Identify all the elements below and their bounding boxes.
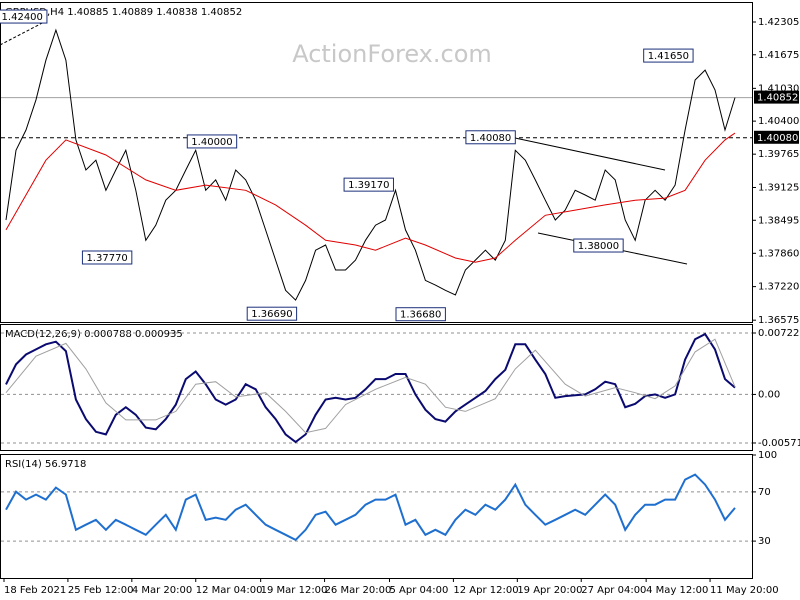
x-tick-label: 18 Feb 2021 bbox=[4, 585, 66, 596]
x-tick-label: 11 May 20:00 bbox=[710, 585, 779, 596]
series-line bbox=[5, 338, 736, 434]
price-label: 1.38000 bbox=[578, 241, 619, 252]
price-label-box bbox=[395, 307, 446, 322]
price-label: 1.36680 bbox=[400, 310, 441, 321]
y-tick-label: 1.40400 bbox=[758, 116, 799, 127]
price-label-box bbox=[643, 48, 694, 63]
x-tick-label: 12 Mar 04:00 bbox=[196, 585, 263, 596]
pane-frame bbox=[0, 324, 753, 451]
price-label-box bbox=[0, 9, 48, 24]
price-label: 1.39170 bbox=[348, 180, 389, 191]
y-tick-label: 100 bbox=[758, 450, 777, 461]
y-tick-label: 1.41675 bbox=[758, 50, 799, 61]
watermark: ActionForex.com bbox=[292, 40, 492, 68]
price-label-box bbox=[573, 238, 624, 253]
level-tag-box bbox=[754, 130, 799, 144]
y-tick-label: 1.37860 bbox=[758, 248, 799, 259]
x-tick-label: 19 Apr 20:00 bbox=[517, 585, 582, 596]
x-tick-label: 26 Mar 20:00 bbox=[325, 585, 392, 596]
y-tick-label: 1.39125 bbox=[758, 182, 799, 193]
y-tick-label: 0.007227 bbox=[758, 328, 800, 339]
frames bbox=[0, 2, 753, 579]
price-label: 1.40080 bbox=[470, 133, 511, 144]
series-line bbox=[5, 473, 736, 542]
y-tick-label: -0.005714 bbox=[758, 438, 800, 449]
price-label-box bbox=[246, 306, 298, 321]
level-tag: 1.40080 bbox=[757, 133, 798, 144]
pane-frame bbox=[0, 2, 753, 323]
x-tick-label: 19 Mar 12:00 bbox=[261, 585, 328, 596]
last-price-tag: 1.40852 bbox=[757, 93, 798, 104]
last-price-tag-box bbox=[754, 90, 799, 104]
y-tick-label: 70 bbox=[758, 487, 771, 498]
price-label: 1.41650 bbox=[648, 51, 689, 62]
x-tick-label: 4 May 12:00 bbox=[646, 585, 708, 596]
series-line bbox=[5, 332, 736, 444]
trend-line bbox=[514, 137, 666, 171]
price-label-box bbox=[465, 130, 516, 145]
pane-frame bbox=[0, 454, 753, 579]
y-tick-label: 30 bbox=[758, 536, 771, 547]
price-label-box bbox=[81, 250, 133, 265]
x-tick-label: 4 Mar 20:00 bbox=[132, 585, 192, 596]
x-tick-label: 5 Apr 04:00 bbox=[389, 585, 448, 596]
y-tick-label: 1.36575 bbox=[758, 315, 799, 326]
price-label: 1.36690 bbox=[251, 309, 292, 320]
price-label: 1.42400 bbox=[2, 12, 43, 23]
series-line bbox=[5, 132, 736, 263]
pane-title: GBPUSD,H4 1.40885 1.40889 1.40838 1.4085… bbox=[5, 7, 242, 18]
y-tick-label: 1.37220 bbox=[758, 282, 799, 293]
pane-title: RSI(14) 56.9718 bbox=[5, 459, 86, 470]
price-label-box bbox=[186, 134, 238, 149]
x-tick-label: 12 Apr 12:00 bbox=[453, 585, 518, 596]
x-tick-label: 25 Feb 12:00 bbox=[68, 585, 134, 596]
series-line bbox=[5, 28, 736, 301]
y-tick-label: 1.39765 bbox=[758, 149, 799, 160]
trend-line bbox=[0, 19, 49, 46]
x-tick-label: 27 Apr 04:00 bbox=[581, 585, 646, 596]
y-tick-label: 1.38495 bbox=[758, 215, 799, 226]
y-tick-label: 0.00 bbox=[758, 389, 780, 400]
price-label: 1.40000 bbox=[191, 137, 232, 148]
pane-title: MACD(12,26,9) 0.000788 0.000935 bbox=[5, 329, 183, 340]
y-tick-label: 1.42305 bbox=[758, 17, 799, 28]
price-label: 1.37770 bbox=[86, 253, 127, 264]
y-tick-label: 1.41030 bbox=[758, 83, 799, 94]
price-label-box bbox=[343, 177, 394, 192]
